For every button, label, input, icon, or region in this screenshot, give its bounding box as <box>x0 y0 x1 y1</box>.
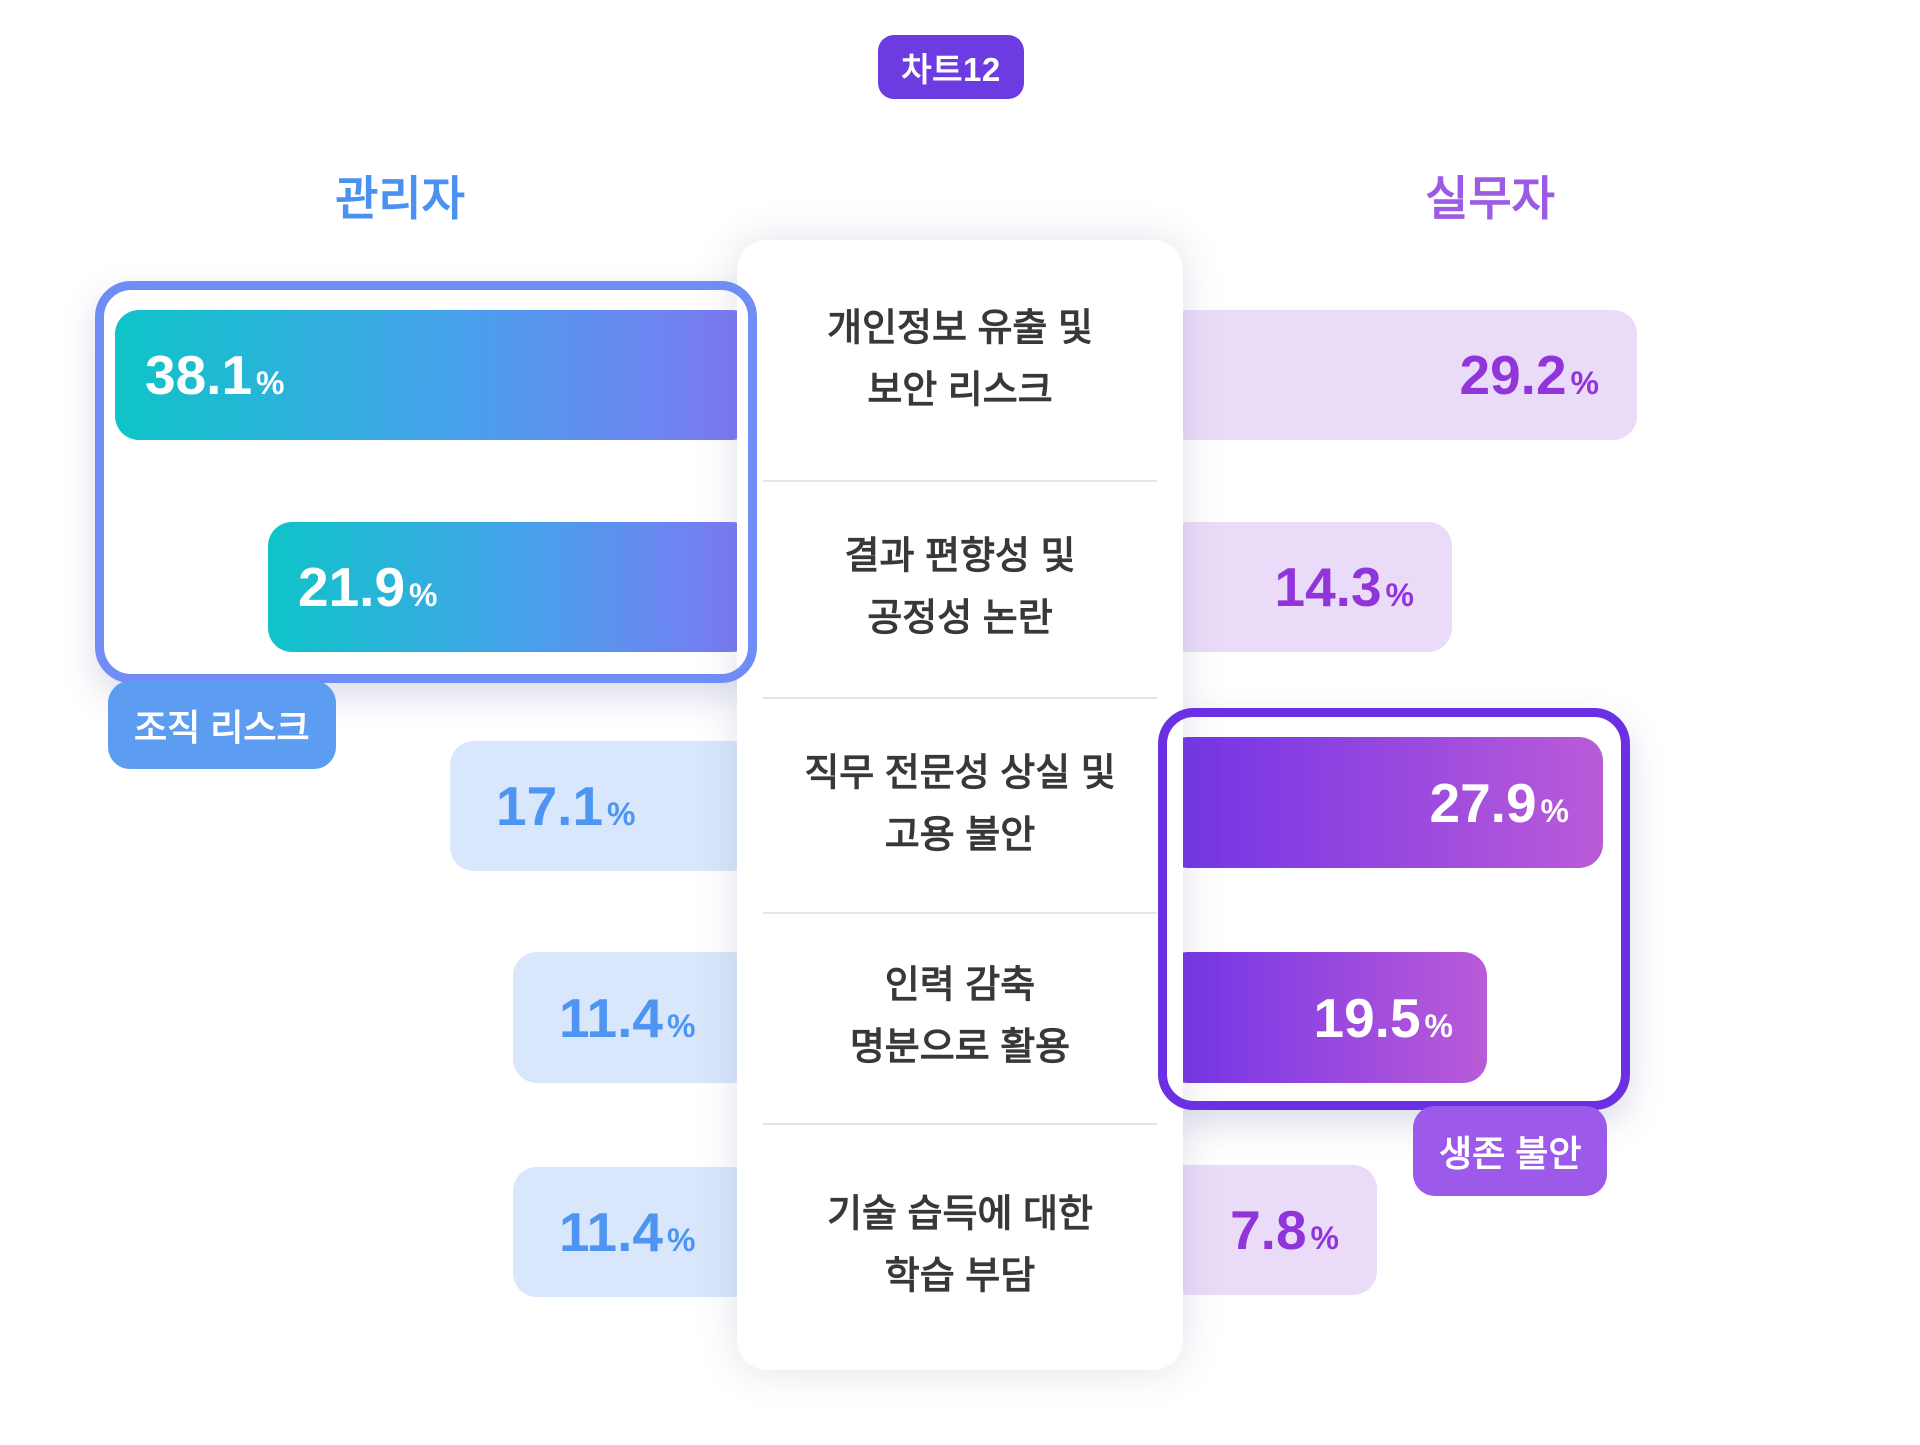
bar-value: 14.3% <box>1275 555 1415 619</box>
bar-value: 19.5% <box>1314 986 1454 1050</box>
divider <box>763 1123 1157 1125</box>
divider <box>763 480 1157 482</box>
category-label-line2: 공정성 논란 <box>867 597 1053 639</box>
bar-value-unit: % <box>607 796 636 832</box>
divider <box>763 912 1157 914</box>
bar-value-number: 17.1 <box>496 775 604 837</box>
category-label-line2: 명분으로 활용 <box>849 1026 1071 1068</box>
bar-value-unit: % <box>1385 577 1414 613</box>
manager-bar-privacy: 38.1% <box>115 310 756 440</box>
manager-bar-learning-burden: 11.4% <box>513 1167 756 1297</box>
bar-value-unit: % <box>1424 1007 1453 1044</box>
chart-number-badge-text: 차트12 <box>901 51 1001 88</box>
practitioner-column-header: 실무자 <box>1425 172 1555 225</box>
bar-value-number: 38.1 <box>145 344 253 406</box>
category-label-job-loss: 직무 전문성 상실 및 고용 불안 <box>737 743 1183 866</box>
bar-value: 7.8% <box>1230 1198 1339 1262</box>
manager-bar-downsizing: 11.4% <box>513 952 756 1083</box>
manager-group-outline <box>95 281 757 683</box>
bar-value: 11.4% <box>559 1200 695 1264</box>
practitioner-group-tag: 생존 불안 <box>1413 1106 1608 1196</box>
bar-value-unit: % <box>1540 792 1569 829</box>
category-label-line2: 보안 리스크 <box>867 369 1053 411</box>
category-label-line2: 학습 부담 <box>884 1255 1036 1297</box>
bar-value-number: 29.2 <box>1459 344 1567 406</box>
bar-value-unit: % <box>667 1222 696 1258</box>
manager-bar-job-loss: 17.1% <box>450 741 756 871</box>
bar-value-number: 14.3 <box>1274 556 1382 618</box>
bar-value-number: 7.8 <box>1230 1199 1307 1261</box>
bar-value-unit: % <box>256 365 285 401</box>
bar-value: 11.4% <box>559 986 695 1050</box>
chart-number-badge: 차트12 <box>878 35 1024 99</box>
category-label-privacy: 개인정보 유출 및 보안 리스크 <box>737 298 1183 421</box>
category-label-line1: 기술 습득에 대한 <box>827 1193 1093 1236</box>
category-label-line1: 직무 전문성 상실 및 <box>804 752 1116 795</box>
category-label-line2: 고용 불안 <box>884 814 1036 856</box>
practitioner-bar-learning-burden: 7.8% <box>1164 1165 1377 1295</box>
manager-group-tag-text: 조직 리스크 <box>134 707 310 748</box>
practitioner-bar-bias: 14.3% <box>1164 522 1452 652</box>
bar-value: 21.9% <box>298 555 438 619</box>
bar-value: 38.1% <box>145 343 285 407</box>
category-label-bias: 결과 편향성 및 공정성 논란 <box>737 526 1183 649</box>
practitioner-bar-privacy: 29.2% <box>1164 310 1637 440</box>
category-label-line1: 개인정보 유출 및 <box>827 307 1093 350</box>
bar-value-number: 27.9 <box>1429 771 1537 834</box>
bar-value: 17.1% <box>496 774 636 838</box>
practitioner-bar-job-loss: 27.9% <box>1164 737 1603 868</box>
bar-value-number: 11.4 <box>559 1201 664 1263</box>
bar-value-unit: % <box>1570 365 1599 401</box>
bar-value-unit: % <box>1310 1220 1339 1256</box>
bar-value-unit: % <box>409 577 438 613</box>
manager-bar-bias: 21.9% <box>268 522 756 652</box>
bar-value-number: 19.5 <box>1313 986 1421 1049</box>
category-label-line1: 결과 편향성 및 <box>844 535 1076 578</box>
manager-group-tag: 조직 리스크 <box>108 681 336 769</box>
practitioner-group-outline <box>1158 708 1630 1110</box>
bar-value: 27.9% <box>1430 771 1570 835</box>
category-card: 개인정보 유출 및 보안 리스크 결과 편향성 및 공정성 논란 직무 전문성 … <box>737 240 1183 1370</box>
category-label-downsizing: 인력 감축 명분으로 활용 <box>737 955 1183 1078</box>
bar-value-number: 21.9 <box>298 556 406 618</box>
bar-value-unit: % <box>667 1007 696 1044</box>
practitioner-bar-downsizing: 19.5% <box>1164 952 1487 1083</box>
practitioner-group-tag-text: 생존 불안 <box>1439 1133 1582 1174</box>
manager-column-header: 관리자 <box>335 172 465 225</box>
bar-value: 29.2% <box>1460 343 1600 407</box>
divider <box>763 697 1157 699</box>
category-label-line1: 인력 감축 <box>884 964 1036 1007</box>
bar-value-number: 11.4 <box>559 986 664 1049</box>
category-label-learning-burden: 기술 습득에 대한 학습 부담 <box>737 1184 1183 1307</box>
